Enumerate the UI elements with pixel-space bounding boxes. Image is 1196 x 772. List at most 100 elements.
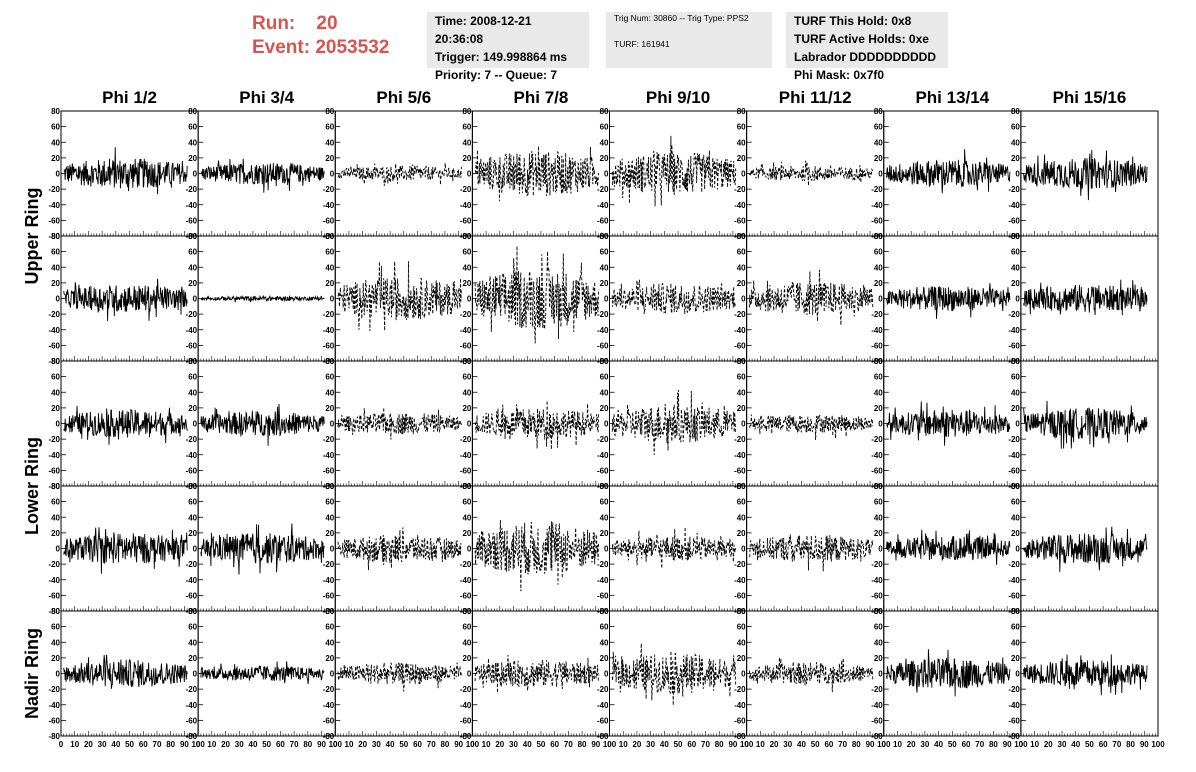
y-tick-label: -40 — [1008, 451, 1020, 460]
y-tick-label: -60 — [871, 341, 883, 350]
y-tick-label: 20 — [51, 654, 60, 663]
x-tick-label: 60 — [550, 740, 559, 749]
x-tick-label: 80 — [989, 740, 998, 749]
y-tick-label: 60 — [462, 373, 471, 382]
y-tick-label: 60 — [737, 623, 746, 632]
y-tick-label: -60 — [597, 716, 609, 725]
y-tick-label: 80 — [600, 107, 609, 116]
y-tick-label: -20 — [323, 185, 335, 194]
y-tick-label: 0 — [604, 295, 609, 304]
y-tick-label: -20 — [186, 560, 198, 569]
phi-mask-text: Phi Mask: 0x7f0 — [794, 68, 885, 82]
y-tick-label: 0 — [193, 420, 198, 429]
y-tick-label: -40 — [597, 701, 609, 710]
row-header: Lower Ring — [22, 437, 42, 535]
y-tick-label: 60 — [188, 623, 197, 632]
waveform-trace — [1023, 400, 1148, 449]
y-tick-label: 20 — [737, 654, 746, 663]
y-tick-label: 60 — [1011, 373, 1020, 382]
waveform-trace — [1023, 279, 1148, 316]
x-tick-label: 20 — [1044, 740, 1053, 749]
y-tick-label: 40 — [188, 388, 197, 397]
y-tick-label: 80 — [1011, 482, 1020, 491]
y-tick-label: 80 — [188, 107, 197, 116]
y-tick-label: 80 — [600, 232, 609, 241]
x-tick-label: 70 — [427, 740, 436, 749]
y-tick-label: -60 — [460, 716, 472, 725]
y-tick-label: 80 — [188, 232, 197, 241]
x-tick-label: 30 — [783, 740, 792, 749]
y-tick-label: -20 — [734, 435, 746, 444]
y-tick-label: -80 — [460, 732, 472, 741]
waveform-trace — [474, 400, 599, 450]
y-tick-label: 0 — [604, 420, 609, 429]
waveform-trace — [63, 654, 188, 689]
waveform-trace — [748, 657, 874, 693]
waveform-trace — [200, 661, 325, 684]
x-tick-label: 10 — [893, 740, 902, 749]
y-tick-label: 20 — [325, 154, 334, 163]
x-tick-label: 70 — [1112, 740, 1121, 749]
y-tick-label: 60 — [1011, 498, 1020, 507]
y-tick-label: 60 — [737, 123, 746, 132]
y-tick-label: 0 — [330, 420, 335, 429]
x-tick-label: 50 — [262, 740, 271, 749]
y-tick-label: 40 — [188, 263, 197, 272]
y-tick-label: -20 — [323, 310, 335, 319]
y-tick-label: -80 — [323, 732, 335, 741]
x-tick-label: 100 — [1151, 740, 1165, 749]
x-tick-label: 40 — [111, 740, 120, 749]
y-tick-label: 60 — [600, 623, 609, 632]
y-tick-label: -80 — [48, 482, 60, 491]
x-tick-label: 100 — [191, 740, 205, 749]
y-tick-label: 40 — [737, 138, 746, 147]
y-tick-label: 20 — [600, 654, 609, 663]
y-tick-label: -60 — [597, 591, 609, 600]
x-tick-label: 10 — [756, 740, 765, 749]
y-tick-label: 20 — [600, 404, 609, 413]
column-header: Phi 13/14 — [915, 88, 989, 107]
x-tick-label: 90 — [728, 740, 737, 749]
y-tick-label: -60 — [734, 591, 746, 600]
y-tick-label: -20 — [48, 560, 60, 569]
x-tick-label: 40 — [386, 740, 395, 749]
waveform-trace — [200, 523, 325, 575]
trig-text: Trig Num: 30860 -- Trig Type: PPS2 — [614, 13, 749, 23]
y-tick-label: -60 — [323, 716, 335, 725]
y-tick-label: 60 — [51, 498, 60, 507]
x-tick-label: 20 — [770, 740, 779, 749]
x-tick-label: 0 — [744, 740, 749, 749]
y-tick-label: 40 — [462, 263, 471, 272]
y-tick-label: -60 — [323, 341, 335, 350]
y-tick-label: 20 — [188, 404, 197, 413]
y-tick-label: 20 — [1011, 279, 1020, 288]
x-tick-label: 50 — [536, 740, 545, 749]
y-tick-label: 0 — [193, 545, 198, 554]
y-tick-label: -40 — [323, 201, 335, 210]
y-tick-label: -20 — [48, 310, 60, 319]
waveform-trace — [749, 534, 874, 572]
y-tick-label: -40 — [734, 326, 746, 335]
y-tick-label: 20 — [462, 654, 471, 663]
x-tick-label: 30 — [372, 740, 381, 749]
waveform-trace — [337, 261, 462, 332]
y-tick-label: -20 — [1008, 435, 1020, 444]
x-tick-label: 70 — [564, 740, 573, 749]
turf-text: TURF: 161941 — [614, 39, 670, 49]
y-tick-label: -20 — [734, 685, 746, 694]
y-tick-label: -40 — [186, 326, 198, 335]
panel-frame — [471, 110, 610, 237]
y-tick-label: 60 — [51, 123, 60, 132]
y-tick-label: -80 — [48, 607, 60, 616]
x-tick-label: 90 — [591, 740, 600, 749]
y-tick-label: 60 — [874, 623, 883, 632]
x-tick-label: 10 — [1030, 740, 1039, 749]
y-tick-label: -60 — [48, 716, 60, 725]
y-tick-label: 80 — [737, 607, 746, 616]
y-tick-label: 20 — [737, 529, 746, 538]
waveform-trace — [63, 147, 188, 195]
y-tick-label: -20 — [597, 435, 609, 444]
y-tick-label: -80 — [186, 732, 198, 741]
y-tick-label: -40 — [48, 576, 60, 585]
y-tick-label: 60 — [600, 248, 609, 257]
